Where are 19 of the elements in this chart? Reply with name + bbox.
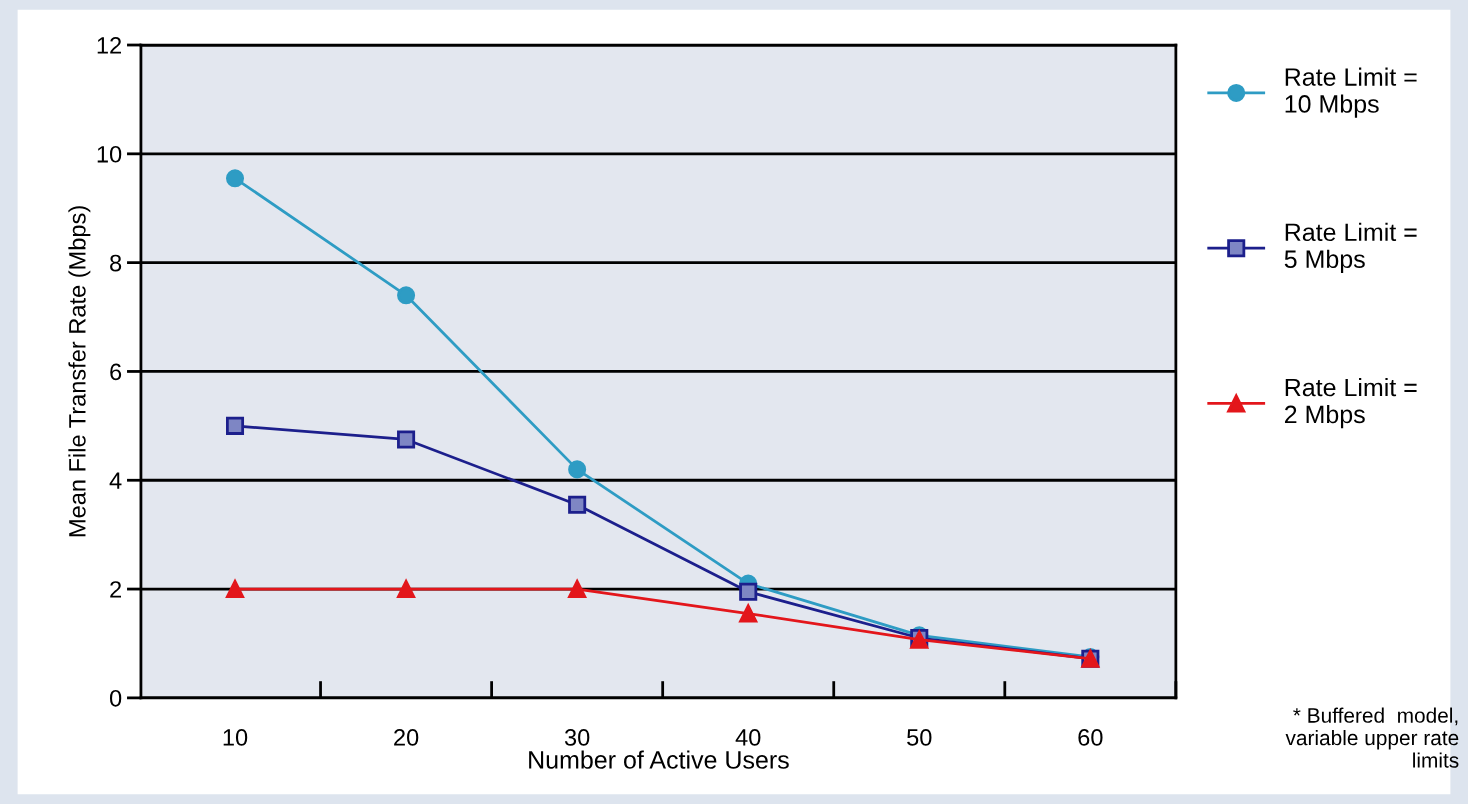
y-tick-label: 8 (110, 254, 122, 272)
x-tick-label: 50 (907, 729, 932, 746)
y-tick-label: 10 (97, 145, 122, 163)
y-tick-label: 6 (110, 363, 122, 381)
legend-label: Rate Limit = 5 Mbps (1284, 222, 1417, 273)
x-tick-label: 10 (223, 729, 248, 746)
x-tick-label: 40 (735, 729, 761, 746)
y-tick-label: 2 (110, 581, 121, 598)
y-tick-label: 0 (109, 689, 122, 707)
x-tick-label: 30 (564, 729, 590, 746)
y-axis-title: Mean File Transfer Rate (Mbps) (68, 206, 91, 537)
x-axis-title: Number of Active Users (529, 750, 789, 769)
y-tick-label: 4 (109, 472, 122, 489)
x-tick-label: 20 (394, 729, 419, 746)
x-tick-label: 60 (1078, 729, 1103, 746)
legend-label: Rate Limit = 2 Mbps (1284, 377, 1417, 429)
legend-label: Rate Limit = 10 Mbps (1285, 67, 1417, 118)
text: * Buffered model, variable upper rate limits (1285, 707, 1459, 768)
y-tick-label: 12 (97, 37, 121, 54)
